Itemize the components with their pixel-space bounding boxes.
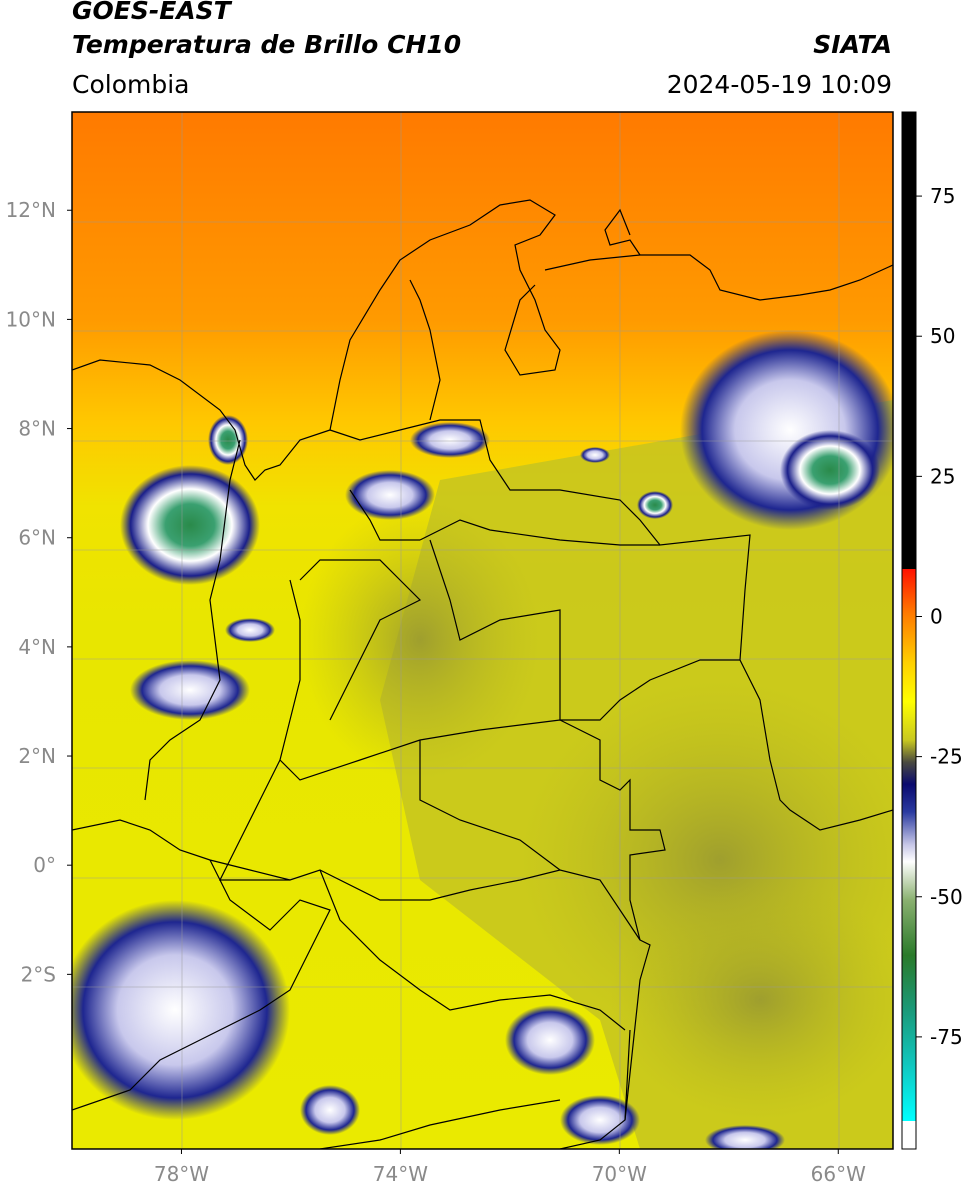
lat-tick-label: 6°N xyxy=(18,526,56,550)
lat-tick-label: 10°N xyxy=(6,307,56,331)
lat-tick-label: 4°N xyxy=(18,635,56,659)
colorbar-tick-label: -75 xyxy=(930,1025,963,1049)
colorbar-tick-label: -25 xyxy=(930,745,963,769)
storm-cell-pacific xyxy=(120,465,260,585)
lat-tick-label: 8°N xyxy=(18,417,56,441)
borders xyxy=(72,199,893,1149)
colorbar-tick-label: 75 xyxy=(930,184,955,208)
lat-tick-label: 12°N xyxy=(6,198,56,222)
region-label: Colombia xyxy=(72,70,190,99)
lon-tick-label: 66°W xyxy=(811,1162,866,1186)
colorbar-tick-label: 25 xyxy=(930,464,955,488)
colorbar-tick-label: -50 xyxy=(930,885,963,909)
map-frame xyxy=(71,111,894,1150)
datetime-label: 2024-05-19 10:09 xyxy=(666,70,892,99)
lat-tick-label: 0° xyxy=(33,853,56,877)
colorbar-tick-label: 50 xyxy=(930,324,955,348)
graticule xyxy=(72,112,893,1149)
lon-tick-label: 70°W xyxy=(592,1162,647,1186)
lon-tick-label: 74°W xyxy=(373,1162,428,1186)
lat-tick-label: 2°N xyxy=(18,744,56,768)
lat-tick-label: 2°S xyxy=(21,962,56,986)
title-product: Temperatura de Brillo CH10 xyxy=(72,30,462,59)
title-satellite: GOES-EAST xyxy=(72,0,231,25)
lon-tick-label: 78°W xyxy=(154,1162,209,1186)
satellite-image xyxy=(72,112,893,1149)
colorbar-tick-label: 0 xyxy=(930,604,943,628)
credit-label: SIATA xyxy=(813,30,892,59)
colorbar xyxy=(901,111,917,1150)
